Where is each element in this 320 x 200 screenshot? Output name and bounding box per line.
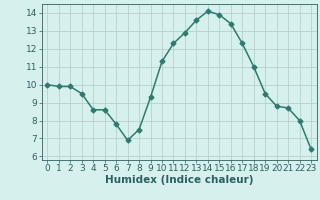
X-axis label: Humidex (Indice chaleur): Humidex (Indice chaleur) [105,175,253,185]
